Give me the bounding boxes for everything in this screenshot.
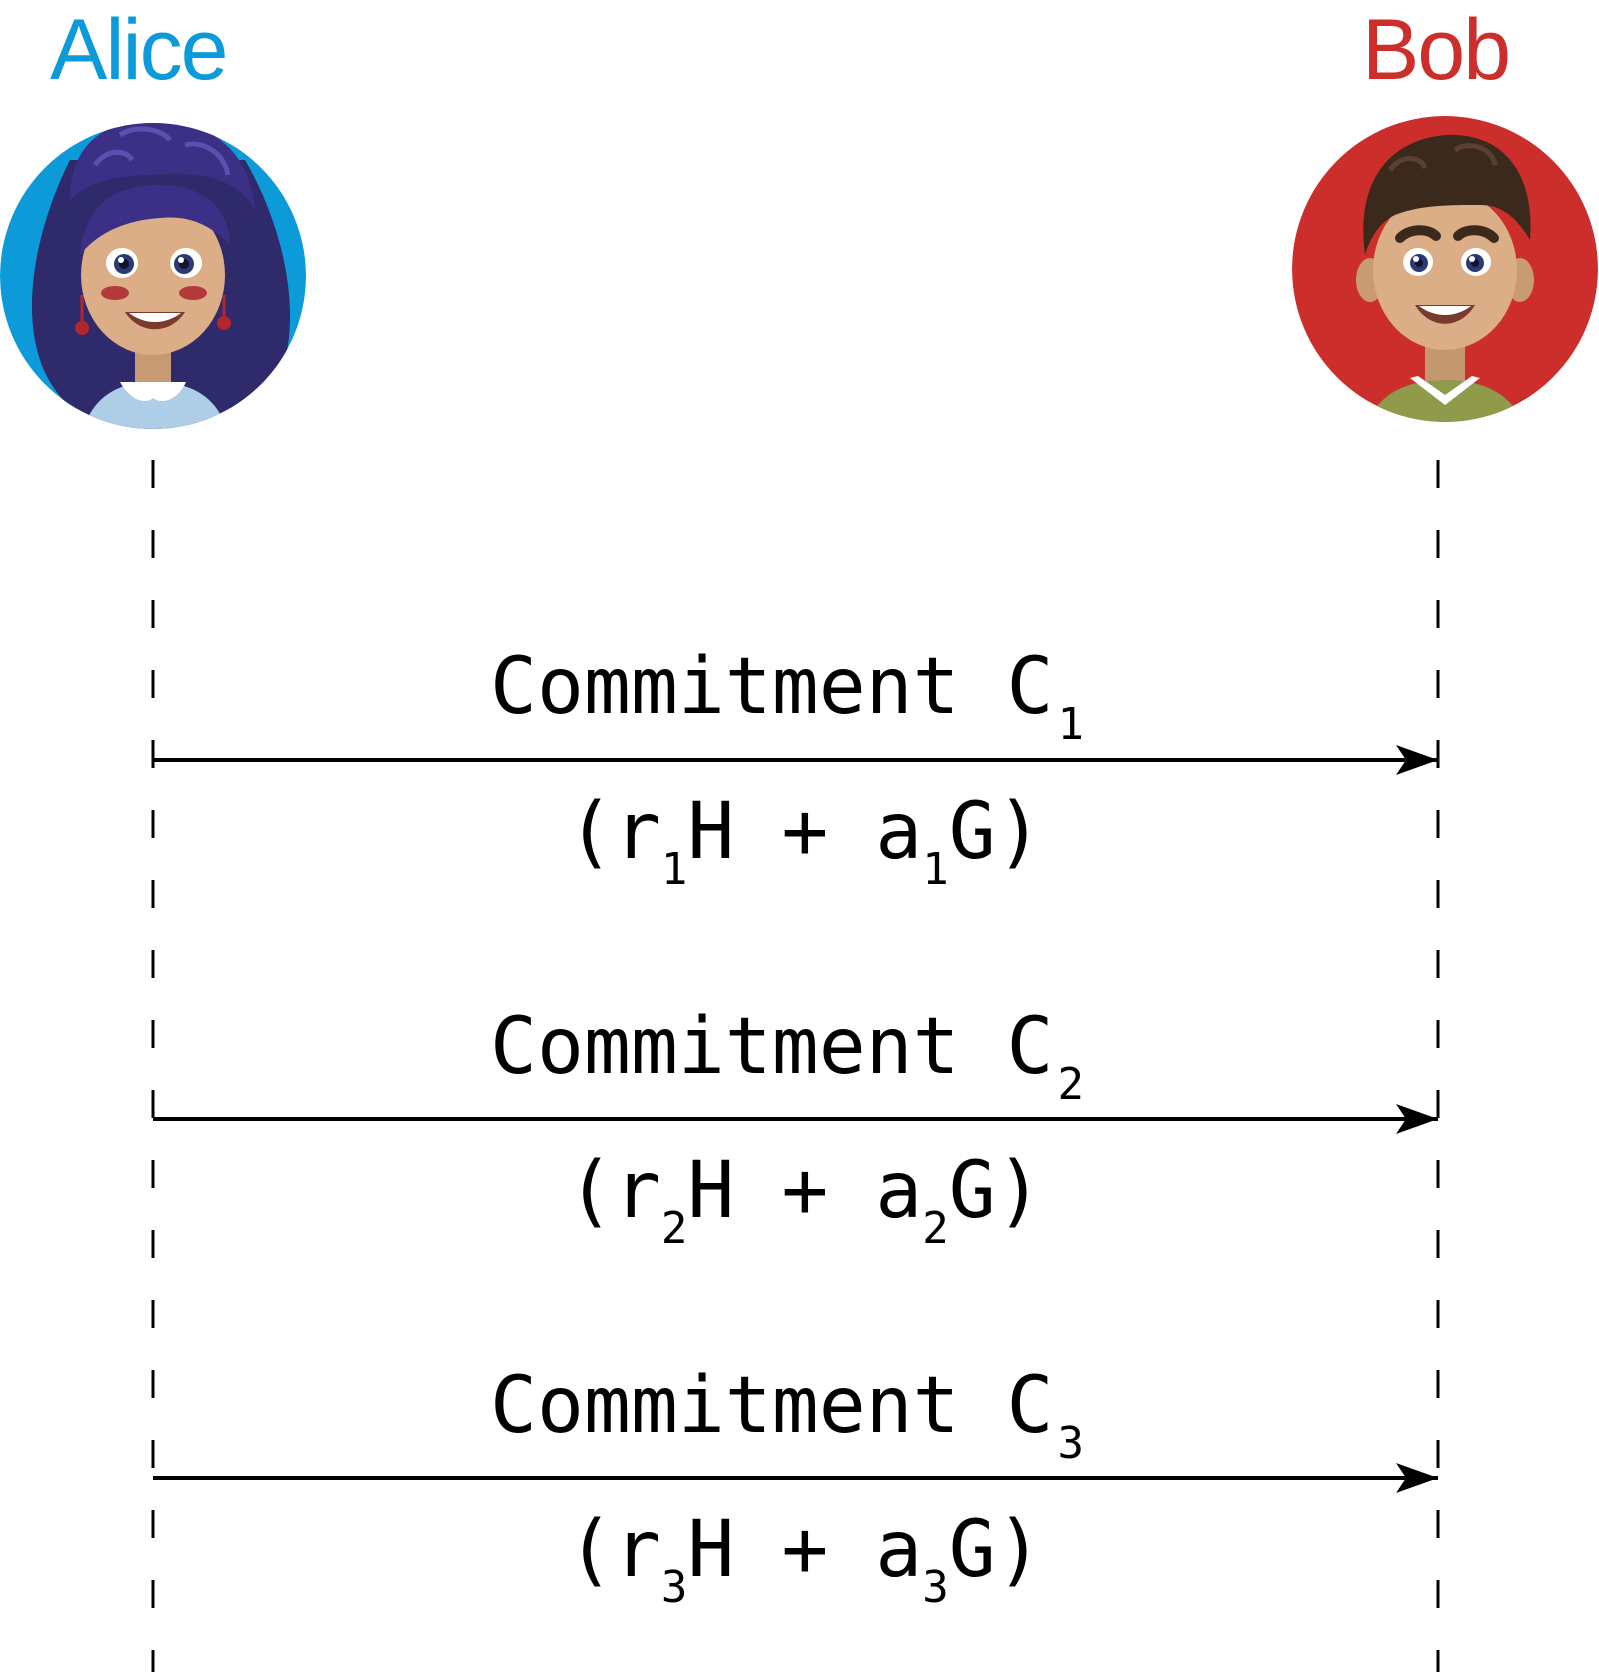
message-1-formula: (r1H + a1G) <box>567 787 1043 895</box>
message-3: Commitment C3 (r3H + a3G) <box>153 1361 1438 1613</box>
alice-name: Alice <box>50 2 228 98</box>
formula-2-a-sub: 2 <box>922 1203 949 1254</box>
message-1-label: Commitment C1 <box>490 642 1084 750</box>
message-2-label-text: Commitment C <box>490 1002 1054 1092</box>
formula-1-r-sub: 1 <box>661 844 688 895</box>
formula-3-open: (r <box>567 1505 661 1595</box>
formula-3-mid: H + a <box>687 1505 922 1595</box>
formula-2-open: (r <box>567 1146 661 1236</box>
message-2-formula: (r2H + a2G) <box>567 1146 1043 1254</box>
message-1-label-sub: 1 <box>1058 699 1085 750</box>
formula-3-close: G) <box>949 1505 1043 1595</box>
bob-name: Bob <box>1362 2 1511 98</box>
message-1: Commitment C1 (r1H + a1G) <box>153 642 1438 895</box>
message-3-label: Commitment C3 <box>490 1361 1084 1469</box>
message-3-formula: (r3H + a3G) <box>567 1505 1043 1613</box>
bob-avatar <box>1292 116 1598 422</box>
formula-1-mid: H + a <box>687 787 922 877</box>
message-3-label-text: Commitment C <box>490 1361 1054 1451</box>
formula-2-close: G) <box>949 1146 1043 1236</box>
message-1-label-text: Commitment C <box>490 642 1054 732</box>
formula-3-a-sub: 3 <box>922 1562 949 1613</box>
message-2-label-sub: 2 <box>1058 1059 1085 1110</box>
message-2: Commitment C2 (r2H + a2G) <box>153 1002 1438 1254</box>
formula-1-a-sub: 1 <box>922 844 949 895</box>
formula-3-r-sub: 3 <box>661 1562 688 1613</box>
alice-avatar <box>0 123 306 429</box>
formula-1-close: G) <box>949 787 1043 877</box>
formula-1-open: (r <box>567 787 661 877</box>
formula-2-r-sub: 2 <box>661 1203 688 1254</box>
message-2-label: Commitment C2 <box>490 1002 1084 1110</box>
formula-2-mid: H + a <box>687 1146 922 1236</box>
message-3-label-sub: 3 <box>1058 1418 1085 1469</box>
